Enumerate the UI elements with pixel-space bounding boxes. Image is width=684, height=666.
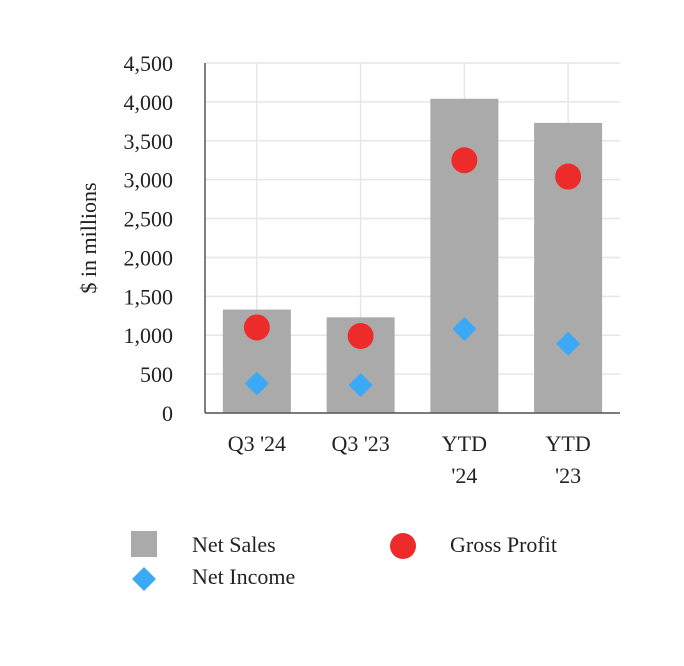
x-tick-label-line2: '24: [451, 463, 477, 488]
point-net-income: [556, 331, 581, 356]
legend-symbol-net-sales: [131, 531, 157, 557]
x-tick-label: Q3 '24: [228, 431, 286, 456]
x-tick-labels: Q3 '24 Q3 '23 YTD '24 YTD '23: [228, 431, 591, 488]
y-axis-label: $ in millions: [76, 182, 101, 293]
y-tick-label: 4,500: [124, 51, 174, 76]
axes: [204, 63, 620, 414]
y-tick-label: 2,500: [124, 207, 174, 232]
x-tick-label: Q3 '23: [331, 431, 389, 456]
y-tick-label: 2,000: [124, 245, 174, 270]
point-net-income: [348, 373, 373, 397]
x-tick-label: YTD: [442, 431, 487, 456]
x-tick-label: YTD: [546, 431, 591, 456]
y-tick-labels: 0 500 1,000 1,500 2,000 2,500 3,000 3,500 4,000 4…: [124, 51, 174, 426]
legend: Net Sales Gross Profit Net Income: [131, 531, 557, 591]
y-tick-label: 500: [140, 362, 173, 387]
point-net-income: [244, 371, 269, 396]
bars: [222, 98, 603, 414]
y-tick-label: 1,500: [124, 284, 174, 309]
legend-symbol-net-income: [132, 567, 156, 591]
x-tick-label-line2: '23: [555, 463, 581, 488]
y-tick-label: 4,000: [124, 90, 174, 115]
y-tick-label: 1,000: [124, 323, 174, 348]
legend-label: Net Income: [192, 564, 295, 589]
point-gross-profit: [451, 147, 478, 174]
point-net-income: [452, 317, 477, 341]
point-gross-profit: [243, 314, 270, 341]
legend-label: Gross Profit: [450, 532, 557, 557]
legend-label: Net Sales: [192, 532, 276, 557]
bar-net-sales: [430, 98, 499, 414]
y-tick-label: 0: [162, 401, 173, 426]
point-gross-profit: [555, 163, 582, 190]
markers: [243, 147, 582, 397]
y-tick-label: 3,000: [124, 168, 174, 193]
point-gross-profit: [347, 323, 374, 349]
legend-symbol-gross-profit: [390, 533, 416, 559]
y-tick-label: 3,500: [124, 129, 174, 154]
